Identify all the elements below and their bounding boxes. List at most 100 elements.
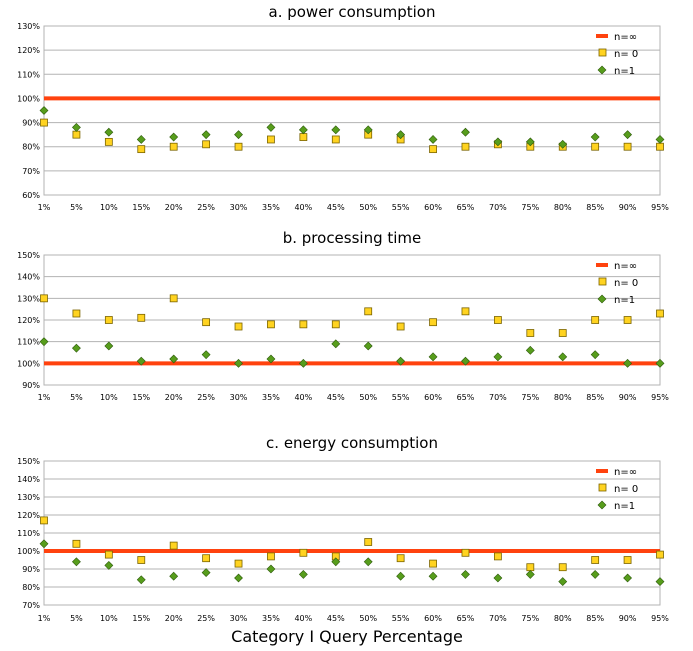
x-tick-label: 80% — [554, 393, 572, 402]
legend-label: n=1 — [614, 295, 635, 306]
x-tick-label: 35% — [262, 614, 280, 623]
y-tick-label: 130% — [17, 22, 40, 31]
point-n1 — [234, 130, 243, 140]
point-n0 — [234, 322, 243, 331]
point-n0 — [331, 320, 340, 329]
point-n1 — [558, 577, 568, 587]
point-n1 — [169, 132, 179, 142]
y-tick-label: 80% — [22, 583, 40, 592]
y-tick-label: 120% — [17, 46, 40, 55]
x-tick-label: 25% — [197, 393, 215, 402]
y-tick-label: 150% — [17, 251, 40, 260]
point-n1 — [655, 135, 665, 144]
point-n0 — [202, 140, 211, 149]
point-n0 — [267, 552, 275, 561]
y-tick-label: 70% — [22, 601, 40, 610]
point-n1 — [623, 130, 633, 140]
x-tick-label: 40% — [294, 393, 312, 402]
point-n1 — [525, 569, 535, 579]
point-n1 — [396, 130, 406, 140]
point-n0 — [72, 309, 81, 318]
point-n0 — [591, 142, 600, 151]
legend-label: n= 0 — [614, 484, 638, 495]
x-tick-label: 30% — [230, 393, 248, 402]
point-n1 — [71, 557, 81, 567]
y-tick-label: 100% — [17, 547, 40, 556]
point-n1 — [396, 356, 406, 366]
y-tick-label: 110% — [17, 70, 40, 79]
x-axis-title: Category I Query Percentage — [231, 627, 463, 646]
point-n1 — [136, 356, 146, 366]
x-tick-label: 60% — [424, 203, 442, 212]
point-n1 — [331, 125, 341, 135]
point-n1 — [266, 122, 276, 132]
x-tick-label: 95% — [651, 614, 669, 623]
point-n0 — [461, 307, 470, 316]
x-tick-label: 1% — [38, 203, 51, 212]
point-n0 — [299, 548, 308, 557]
x-tick-label: 20% — [165, 203, 183, 212]
x-tick-label: 15% — [132, 393, 150, 402]
point-n1 — [266, 354, 276, 364]
point-n1 — [525, 345, 535, 355]
point-n0 — [169, 541, 178, 550]
y-tick-label: 120% — [17, 511, 40, 520]
x-tick-label: 80% — [554, 203, 572, 212]
panel-1: a. power consumption 60% 70% 80% 90% 100% 110%… — [17, 3, 669, 212]
point-n1 — [590, 569, 600, 579]
point-n0 — [104, 137, 113, 146]
point-n0 — [623, 556, 632, 564]
x-tick-label: 70% — [489, 393, 507, 402]
x-tick-label: 25% — [197, 614, 215, 623]
point-n0 — [493, 552, 502, 561]
point-n1 — [136, 135, 146, 144]
point-n0 — [429, 145, 437, 154]
point-n1 — [493, 573, 503, 583]
point-n1 — [201, 350, 211, 360]
point-n0 — [137, 145, 146, 154]
point-n1 — [39, 539, 49, 549]
point-n0 — [72, 539, 81, 548]
x-tick-label: 60% — [424, 393, 442, 402]
y-tick-label: 110% — [17, 338, 40, 347]
x-tick-label: 30% — [230, 203, 248, 212]
x-tick-label: 85% — [586, 614, 604, 623]
point-n0 — [656, 309, 664, 318]
x-tick-label: 45% — [327, 203, 345, 212]
y-tick-label: 130% — [17, 493, 40, 502]
point-n1 — [623, 573, 633, 583]
point-n0 — [591, 556, 600, 564]
point-n1 — [493, 137, 503, 147]
x-tick-label: 40% — [294, 203, 312, 212]
point-n1 — [331, 339, 341, 349]
x-tick-label: 50% — [359, 614, 377, 623]
y-tick-label: 80% — [22, 143, 40, 152]
x-tick-label: 85% — [586, 203, 604, 212]
x-tick-label: 30% — [230, 614, 248, 623]
x-tick-label: 5% — [70, 393, 83, 402]
point-n1 — [655, 577, 665, 587]
point-n0 — [623, 142, 632, 151]
point-n1 — [234, 573, 243, 583]
x-tick-label: 75% — [521, 203, 539, 212]
point-n1 — [39, 337, 49, 347]
point-n1 — [234, 358, 243, 368]
x-tick-label: 15% — [132, 614, 150, 623]
x-tick-label: 90% — [619, 393, 637, 402]
y-tick-label: 90% — [22, 381, 40, 390]
point-n1 — [590, 350, 600, 360]
y-tick-label: 70% — [22, 167, 40, 176]
x-tick-label: 65% — [457, 393, 475, 402]
point-n0 — [623, 316, 632, 324]
point-n1 — [363, 557, 373, 567]
plot-area — [43, 460, 661, 606]
x-tick-label: 20% — [165, 614, 183, 623]
y-tick-label: 140% — [17, 475, 40, 484]
point-n0 — [169, 294, 178, 303]
x-tick-label: 10% — [100, 393, 118, 402]
y-tick-label: 140% — [17, 273, 40, 282]
point-n0 — [40, 294, 48, 303]
point-n0 — [493, 316, 502, 324]
panel-3: c. energy consumption 70% 80% 90% 100% 110% 12… — [17, 434, 669, 623]
point-n0 — [137, 313, 146, 322]
